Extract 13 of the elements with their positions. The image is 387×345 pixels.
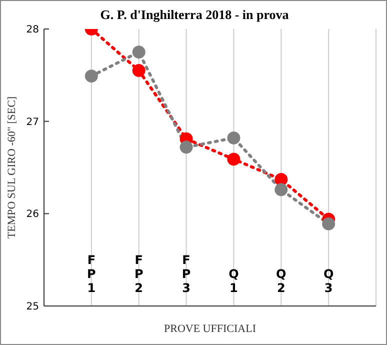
y-axis-title: TEMPO SUL GIRO -60" [SEC] bbox=[6, 96, 18, 239]
x-tick-label: FP3 bbox=[182, 253, 191, 295]
x-axis-title: PROVE UFFICIALI bbox=[164, 323, 256, 335]
x-tick-label: Q1 bbox=[228, 267, 239, 295]
y-tick-label: 25 bbox=[26, 302, 39, 313]
y-tick-label: 28 bbox=[26, 24, 39, 36]
x-tick-label: Q3 bbox=[323, 267, 334, 295]
x-tick-label: Q2 bbox=[276, 267, 286, 295]
y-tick-label: 26 bbox=[26, 209, 39, 220]
x-tick-label: FP1 bbox=[87, 253, 96, 295]
chart-title: G. P. d'Inghilterra 2018 - in prova bbox=[99, 7, 290, 23]
y-tick-label: 27 bbox=[26, 116, 39, 128]
x-tick-label: FP2 bbox=[134, 253, 144, 295]
